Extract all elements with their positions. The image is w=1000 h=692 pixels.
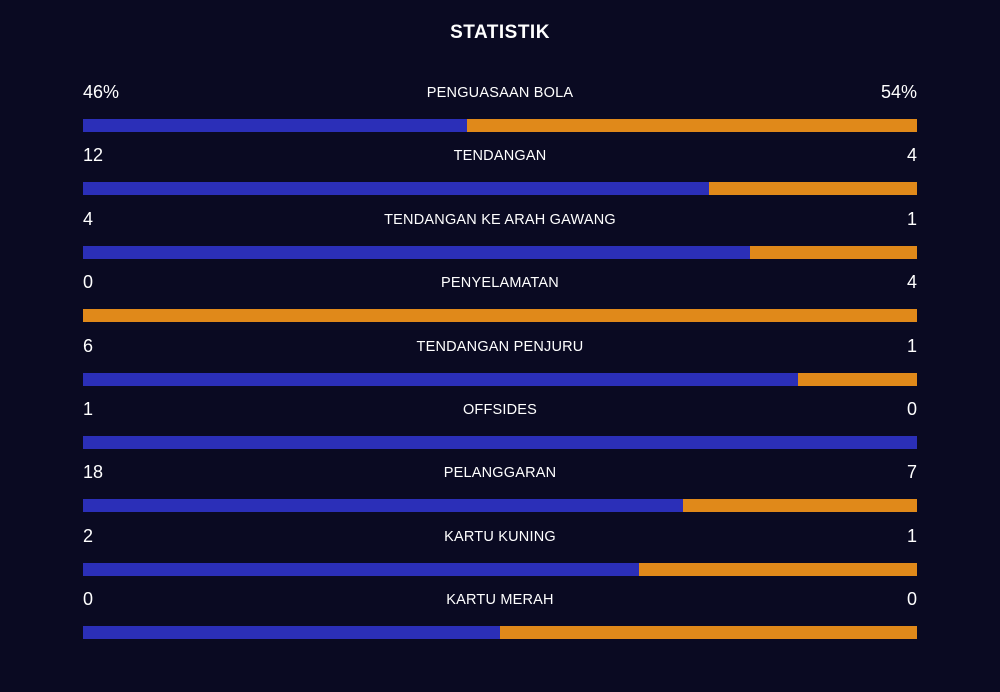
home-value: 46% [83,82,120,102]
away-value: 0 [906,398,917,419]
stat-header: 0 PENYELAMATAN 4 [83,270,917,296]
stat-label: OFFSIDES [462,401,538,418]
stat-header: 2 KARTU KUNING 1 [83,524,917,550]
away-bar-segment [500,626,917,640]
comparison-bar [83,245,917,259]
stat-header: 12 TENDANGAN 4 [83,143,917,169]
away-value: 1 [906,335,917,356]
home-value: 6 [83,335,94,356]
home-bar-segment [83,182,709,196]
away-bar-segment [466,119,917,132]
stat-row: 6 TENDANGAN PENJURU 1 [83,334,917,397]
stat-header: 6 TENDANGAN PENJURU 1 [83,334,917,360]
stat-header: 4 TENDANGAN KE ARAH GAWANG 1 [83,207,917,233]
away-bar-segment [683,499,917,513]
comparison-bar [83,182,917,196]
away-bar-segment [639,562,917,576]
stat-header: 18 PELANGGARAN 7 [83,460,917,486]
away-value: 4 [906,272,917,293]
home-bar-segment [83,435,917,449]
comparison-bar [83,372,917,386]
home-bar-segment [83,499,684,513]
stat-label: TENDANGAN KE ARAH GAWANG [384,211,616,228]
away-value: 7 [906,462,917,483]
home-bar-segment [83,626,500,640]
home-value: 4 [83,208,94,229]
stat-label: PENGUASAAN BOLA [426,85,574,101]
away-value: 0 [906,589,917,610]
away-bar-segment [708,182,917,196]
home-value: 0 [83,589,94,610]
stat-label: KARTU KUNING [444,528,556,545]
stat-row: 0 PENYELAMATAN 4 [83,270,917,333]
stat-row: 2 KARTU KUNING 1 [83,524,917,587]
stat-row: 18 PELANGGARAN 7 [83,460,917,523]
stat-row: 12 TENDANGAN 4 [83,143,917,206]
home-bar-segment [83,119,467,132]
home-value: 0 [83,272,94,293]
stat-label: PELANGGARAN [443,465,557,482]
away-value: 54% [880,82,917,102]
comparison-bar [83,435,917,449]
home-value: 18 [83,462,104,483]
away-value: 4 [906,145,917,166]
stat-row: 1 OFFSIDES 0 [83,397,917,460]
stat-label: KARTU MERAH [446,592,554,609]
home-value: 12 [83,145,104,166]
page-title: STATISTIK [450,22,550,43]
stat-label: PENYELAMATAN [441,275,559,292]
stat-row: 4 TENDANGAN KE ARAH GAWANG 1 [83,207,917,270]
stat-header: 46% PENGUASAAN BOLA 54% [83,80,917,106]
stat-label: TENDANGAN [453,148,547,165]
home-bar-segment [83,562,640,576]
home-bar-segment [83,372,798,386]
comparison-bar [83,119,917,132]
home-bar-segment [83,245,751,259]
home-value: 2 [83,525,94,546]
stat-row: 0 KARTU MERAH 0 [83,587,917,650]
comparison-bar [83,626,917,640]
comparison-bar [83,499,917,513]
comparison-bar [83,562,917,576]
home-value: 1 [83,398,94,419]
away-value: 1 [906,208,917,229]
away-bar-segment [797,372,917,386]
stat-header: 1 OFFSIDES 0 [83,397,917,423]
comparison-bar [83,309,917,323]
stat-label: TENDANGAN PENJURU [416,338,584,355]
away-bar-segment [750,245,917,259]
stat-row: 46% PENGUASAAN BOLA 54% [83,80,917,143]
away-bar-segment [83,309,917,323]
stat-list: 46% PENGUASAAN BOLA 54% 12 TENDANGAN 4 4 TENDAN… [83,80,917,651]
stat-header: 0 KARTU MERAH 0 [83,587,917,613]
away-value: 1 [906,525,917,546]
